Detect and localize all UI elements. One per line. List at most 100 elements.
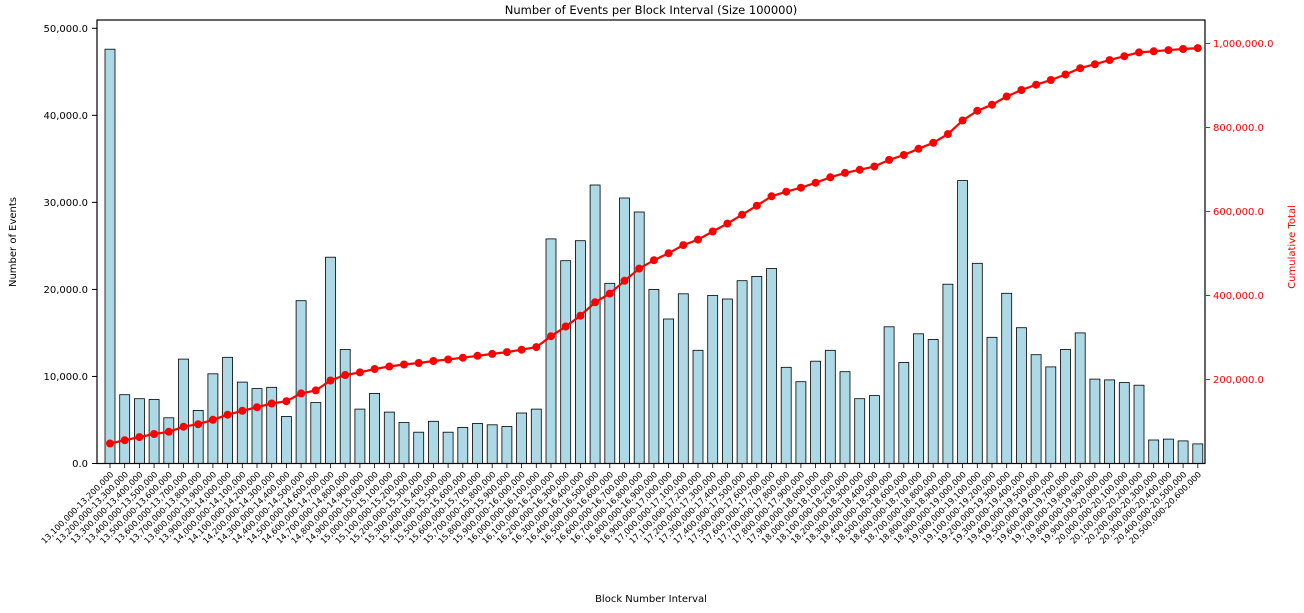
bar: [575, 240, 586, 464]
cumulative-point: [943, 130, 952, 139]
bar: [104, 48, 116, 464]
cumulative-point: [502, 348, 511, 357]
bar: [1060, 349, 1071, 464]
bar: [942, 283, 954, 464]
bar: [236, 381, 248, 464]
bar: [619, 197, 630, 464]
bar: [913, 333, 924, 464]
bar: [692, 349, 704, 464]
y-tick-label-right: 1,000,000.0: [1213, 39, 1273, 50]
cumulative-point: [958, 116, 967, 125]
bar: [810, 360, 821, 464]
cumulative-point: [561, 322, 570, 331]
y-axis-label-right: Cumulative Total: [1287, 205, 1298, 289]
cumulative-point: [414, 359, 423, 367]
bar: [736, 280, 748, 464]
bar: [383, 411, 395, 464]
x-axis-label: Block Number Interval: [595, 594, 707, 605]
cumulative-point: [400, 360, 408, 369]
cumulative-point: [488, 349, 497, 358]
cumulative-point: [1105, 56, 1114, 65]
bar: [1001, 292, 1013, 464]
cumulative-point: [150, 430, 159, 438]
bar: [795, 381, 807, 464]
cumulative-point: [135, 433, 144, 442]
y-tick-label-left: 40,000.0: [43, 111, 88, 122]
cumulative-point: [664, 249, 673, 258]
cumulative-point: [282, 397, 291, 406]
cumulative-point: [1061, 70, 1070, 79]
cumulative-point: [311, 386, 320, 395]
bar: [854, 398, 866, 464]
cumulative-point: [164, 427, 173, 436]
y-tick-label-left: 20,000.0: [43, 285, 88, 296]
cumulative-point: [547, 332, 555, 341]
y-tick-label-left: 10,000.0: [43, 372, 88, 383]
bar: [1163, 438, 1174, 464]
bar: [486, 424, 498, 464]
cumulative-point: [620, 276, 629, 285]
cumulative-point: [341, 371, 350, 379]
bar: [119, 394, 131, 464]
bar: [663, 318, 674, 464]
cumulative-point: [297, 389, 306, 398]
bar: [648, 288, 660, 464]
cumulative-point: [841, 168, 849, 177]
bar: [927, 339, 939, 464]
cumulative-point: [811, 178, 820, 187]
bar: [1104, 379, 1115, 464]
bar: [222, 356, 234, 464]
bar: [354, 408, 366, 464]
cumulative-point: [1076, 64, 1085, 73]
y-tick-label-left: 50,000.0: [43, 24, 88, 35]
bar: [604, 282, 616, 464]
bar: [369, 392, 381, 464]
cumulative-point: [1149, 47, 1158, 56]
y-tick-label-right: 400,000.0: [1213, 291, 1264, 302]
cumulative-point: [106, 439, 114, 448]
bar: [501, 426, 513, 464]
cumulative-point: [899, 151, 908, 159]
cumulative-point: [385, 362, 394, 371]
bar: [1016, 327, 1027, 464]
bar: [1133, 384, 1145, 464]
bar: [1192, 443, 1204, 464]
bar: [986, 336, 998, 464]
bar: [824, 349, 836, 464]
cumulative-point: [253, 403, 261, 412]
cumulative-point: [1090, 60, 1099, 69]
bar: [560, 260, 572, 464]
cumulative-point: [1032, 80, 1041, 89]
bar: [133, 398, 145, 464]
cumulative-point: [355, 368, 364, 377]
bar: [839, 371, 851, 464]
cumulative-point: [1193, 44, 1202, 53]
cumulative-point: [208, 415, 217, 424]
cumulative-point: [1164, 46, 1173, 55]
bar: [677, 293, 689, 464]
bar: [192, 409, 204, 464]
cumulative-point: [914, 144, 923, 153]
bar: [1089, 378, 1101, 464]
cumulative-point: [885, 155, 894, 164]
bar: [251, 388, 263, 464]
cumulative-point: [973, 106, 982, 115]
cumulative-point: [929, 138, 938, 147]
bar: [869, 395, 880, 464]
bar: [957, 180, 968, 464]
cumulative-point: [649, 256, 658, 265]
bar: [516, 412, 527, 464]
bar: [883, 326, 895, 464]
cumulative-point: [532, 343, 541, 352]
bar: [457, 426, 469, 464]
bar: [1148, 439, 1160, 464]
cumulative-point: [738, 210, 747, 219]
cumulative-point: [988, 100, 996, 109]
cumulative-point: [635, 264, 644, 273]
bar: [266, 386, 278, 464]
bar: [1030, 354, 1042, 464]
cumulative-point: [444, 355, 453, 364]
bar: [1074, 332, 1086, 464]
cumulative-point: [238, 406, 247, 415]
